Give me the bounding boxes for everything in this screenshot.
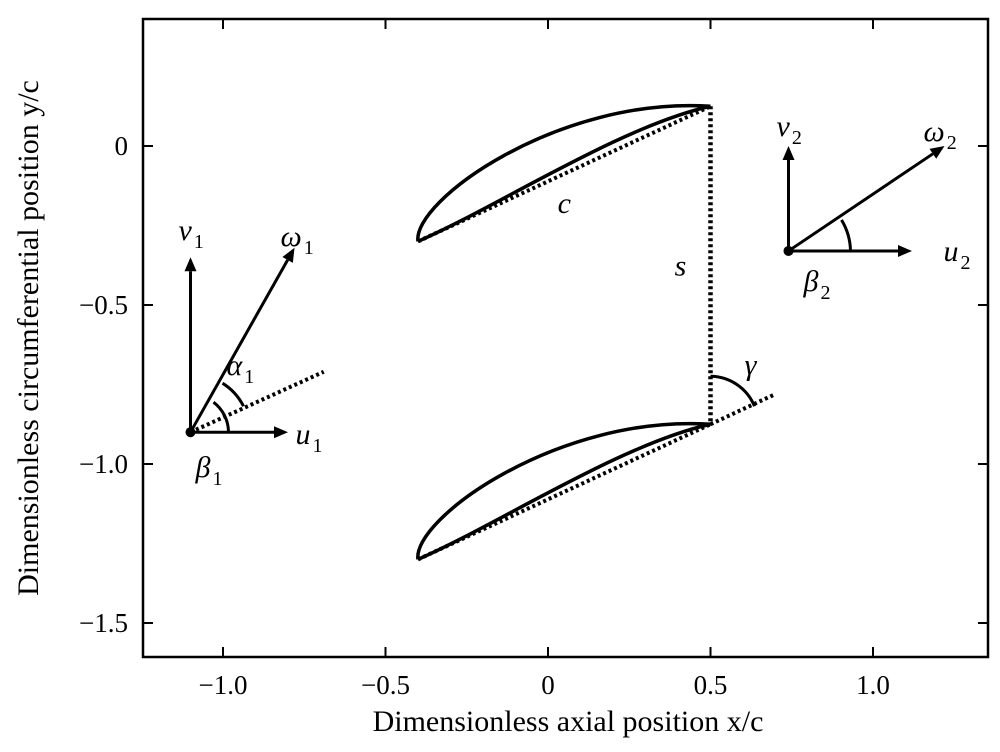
inlet-chord-direction — [189, 369, 325, 435]
blade-pressure-surface-upper — [417, 104, 711, 244]
stagger-angle-label: γ — [745, 348, 758, 381]
y-tick-label: −0.5 — [79, 290, 128, 320]
x-tick-label: −0.5 — [361, 670, 410, 700]
y-axis-title: Dimensionless circumferential position y… — [12, 80, 45, 596]
inlet-v-arrow — [184, 257, 197, 433]
stagger-angle-arc — [710, 374, 756, 407]
outlet-v-arrow-head — [782, 146, 795, 160]
outlet-u-arrow-head — [898, 244, 912, 257]
outlet-u-label-subscript: 2 — [961, 252, 971, 274]
inlet-beta-label-subscript: 1 — [212, 468, 222, 490]
inlet-w-arrow — [189, 247, 295, 433]
inlet-w-arrow-head — [282, 247, 295, 263]
chord-label: c — [558, 187, 571, 220]
outlet-v-arrow — [782, 146, 795, 251]
x-tick-label: 0 — [541, 670, 555, 700]
outlet-w-arrow-head — [929, 146, 945, 159]
inlet-alpha-arc — [221, 381, 245, 407]
outlet-w-label-subscript: 2 — [947, 132, 957, 154]
y-tick-label: −1.5 — [79, 608, 128, 638]
outlet-origin-dot — [783, 245, 794, 256]
inlet-u-label-subscript: 1 — [313, 435, 323, 457]
inlet-origin-dot — [185, 427, 196, 438]
outlet-v-label-subscript: 2 — [792, 127, 802, 149]
blade-suction-surface-upper — [416, 103, 711, 242]
plot-frame — [141, 17, 990, 659]
inlet-v-arrow-head — [184, 257, 197, 272]
outlet-beta-arc — [840, 219, 852, 252]
inlet-v-label-subscript: 1 — [194, 231, 204, 253]
pitch-label: s — [675, 249, 687, 282]
inlet-u-arrow — [190, 426, 288, 439]
ticks-group: −1.0 −0.5 0 0.5 1.0 0 −0.5 −1.0 −1.5 — [79, 19, 988, 700]
inlet-u-arrow-head — [274, 426, 288, 439]
y-tick-label: 0 — [115, 131, 129, 161]
stagger-line — [709, 392, 777, 427]
geometry-group — [184, 103, 945, 562]
inlet-alpha-label-subscript: 1 — [244, 366, 254, 388]
inlet-w-label-subscript: 1 — [304, 237, 314, 259]
x-axis-title: Dimensionless axial position x/c — [373, 705, 764, 738]
x-tick-label: 0.5 — [694, 670, 728, 700]
blade-pressure-surface-lower — [417, 422, 711, 562]
outlet-w-arrow-shaft — [787, 152, 934, 253]
outlet-w-arrow — [787, 146, 945, 253]
x-tick-label: 1.0 — [856, 670, 890, 700]
outlet-u-arrow — [788, 244, 912, 257]
inlet-w-arrow-shaft — [189, 259, 289, 433]
x-tick-label: −1.0 — [199, 670, 248, 700]
y-tick-label: −1.0 — [79, 449, 128, 479]
inlet-beta-arc — [212, 401, 230, 433]
blade-suction-surface-lower — [416, 421, 711, 560]
outlet-beta-label-subscript: 2 — [820, 282, 830, 304]
